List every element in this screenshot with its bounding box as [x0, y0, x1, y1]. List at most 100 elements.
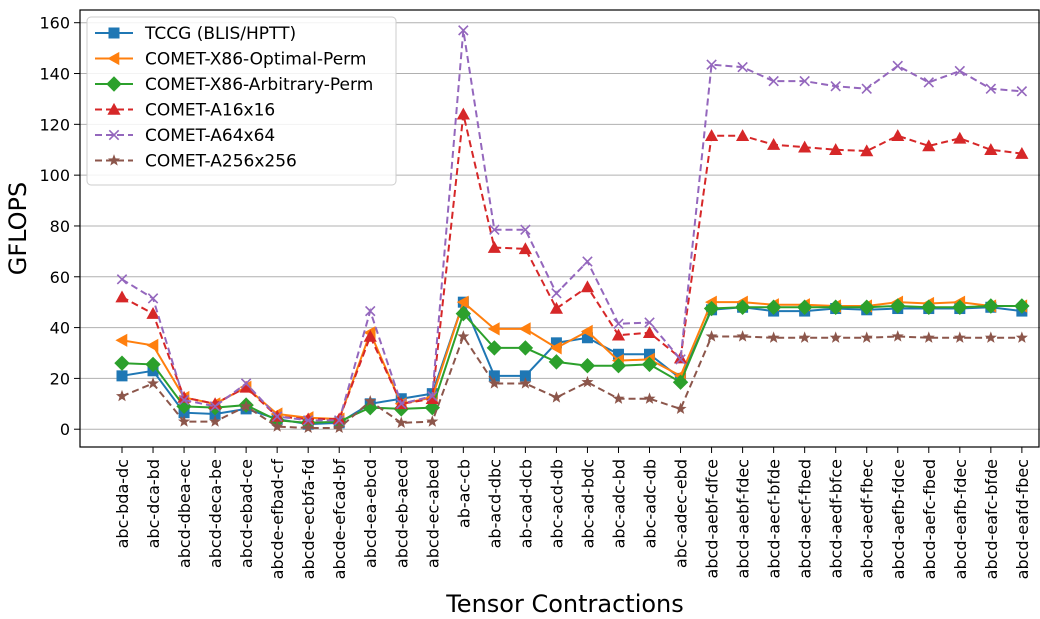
- data-point-stroke: [108, 129, 120, 141]
- data-point: [798, 140, 812, 153]
- data-point: [519, 377, 532, 389]
- x-tick-label: abc-ad-bdc: [578, 459, 597, 548]
- data-point: [675, 354, 686, 365]
- data-point: [892, 60, 903, 72]
- legend-label: COMET-X86-Arbitrary-Perm: [145, 75, 373, 95]
- data-point: [610, 357, 627, 374]
- data-point: [176, 398, 192, 415]
- data-point: [364, 394, 377, 407]
- data-point: [1015, 331, 1028, 343]
- data-point: [861, 83, 872, 95]
- data-point: [1016, 86, 1028, 97]
- data-point: [765, 299, 782, 315]
- x-tick-label: ab-ac-cb: [454, 459, 473, 528]
- data-point: [550, 391, 563, 403]
- data-point: [108, 129, 120, 141]
- x-tick-label: abcd-aefc-fbed: [920, 459, 939, 579]
- data-point: [953, 131, 967, 144]
- data-point: [612, 348, 624, 360]
- data-point-stroke: [985, 83, 997, 95]
- x-tick-label: abcd-aebf-dfce: [703, 459, 722, 578]
- data-point: [644, 317, 655, 328]
- data-point: [673, 351, 688, 364]
- data-point: [582, 256, 593, 267]
- y-tick-label: 80: [50, 217, 70, 236]
- data-point: [333, 415, 345, 426]
- data-point: [517, 340, 534, 356]
- data-point-stroke: [116, 274, 128, 285]
- series-line: [121, 334, 1022, 429]
- x-tick-label: abcde-ecbfa-fd: [299, 459, 318, 579]
- data-point: [798, 331, 811, 343]
- series-comet-a64x64: [116, 25, 1028, 426]
- data-point-stroke: [613, 318, 624, 330]
- data-point: [672, 374, 689, 390]
- data-point: [147, 377, 160, 389]
- data-point: [579, 357, 596, 374]
- data-point: [734, 299, 751, 315]
- data-point-stroke: [333, 415, 345, 426]
- data-point: [891, 129, 905, 142]
- legend-label: COMET-X86-Optimal-Perm: [145, 50, 366, 70]
- data-point: [115, 290, 129, 303]
- data-point: [952, 299, 968, 315]
- y-tick-label: 120: [39, 115, 70, 134]
- x-tick-label: abcd-aedf-bfce: [827, 459, 846, 578]
- x-tick-labels: abc-bda-dc abc-dca-bd abcd-dbea-ec abcd-dec…: [113, 459, 1032, 580]
- data-point: [860, 144, 874, 157]
- data-point: [395, 416, 408, 428]
- data-point: [674, 402, 687, 415]
- data-point: [209, 415, 222, 427]
- data-point: [240, 378, 252, 389]
- axes: [74, 9, 1040, 453]
- data-point-stroke: [240, 378, 252, 389]
- x-tick-label: abc-bda-dc: [113, 459, 132, 548]
- data-point: [364, 305, 376, 317]
- data-point: [107, 51, 120, 66]
- legend-label: COMET-A64x64: [145, 126, 275, 146]
- data-point: [984, 143, 998, 156]
- series-line: [121, 113, 1022, 421]
- data-point-stroke: [520, 224, 531, 236]
- series-comet-a256x256: [115, 330, 1028, 434]
- data-point: [425, 392, 439, 405]
- data-point: [488, 370, 500, 382]
- data-point: [953, 331, 966, 343]
- x-tick-label: abcd-ec-abed: [423, 459, 442, 568]
- data-point: [796, 299, 813, 315]
- data-point-stroke: [799, 75, 810, 87]
- data-point: [799, 75, 810, 87]
- data-point: [271, 411, 283, 422]
- data-point: [737, 61, 748, 73]
- data-point: [116, 370, 128, 382]
- data-point-stroke: [302, 415, 314, 426]
- data-point-stroke: [427, 390, 438, 402]
- data-point: [611, 328, 626, 341]
- data-point: [581, 375, 594, 388]
- data-point: [457, 330, 470, 342]
- data-point: [923, 77, 935, 88]
- x-tick-label: abc-adc-bd: [609, 459, 628, 548]
- data-point: [271, 420, 284, 432]
- data-point-stroke: [675, 354, 686, 365]
- data-point: [487, 322, 500, 336]
- data-point-stroke: [892, 60, 903, 72]
- data-point: [736, 330, 749, 342]
- x-tick-label: abcde-efbad-cf: [268, 459, 287, 580]
- data-point: [644, 348, 656, 360]
- data-point: [427, 390, 438, 402]
- data-point: [147, 293, 159, 304]
- data-point: [115, 389, 129, 402]
- x-tick-label: ab-acd-dbc: [485, 459, 504, 548]
- y-tick-label: 100: [39, 166, 70, 185]
- data-point: [115, 333, 128, 347]
- data-point: [827, 299, 844, 315]
- legend-item: COMET-A64x64: [95, 126, 275, 146]
- y-tick-label: 140: [39, 65, 70, 84]
- x-tick-label: abcd-aecf-fbed: [796, 459, 815, 578]
- x-tick-label: abcd-ea-ebcd: [361, 459, 380, 568]
- data-point-stroke: [1016, 86, 1028, 97]
- data-point: [301, 412, 315, 425]
- data-point-stroke: [768, 75, 779, 87]
- data-point: [146, 307, 160, 319]
